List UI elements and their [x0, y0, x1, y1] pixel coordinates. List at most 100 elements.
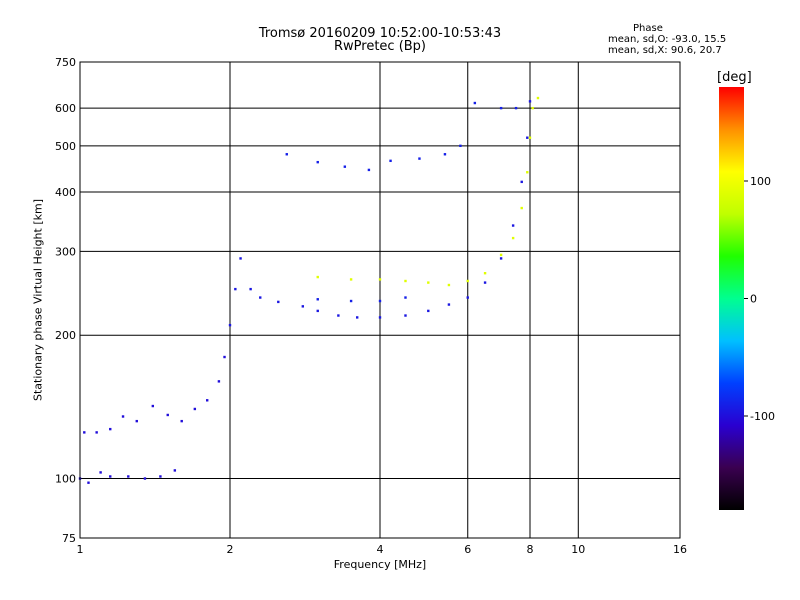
echo-point: [443, 153, 447, 156]
chart-subtitle: RwPretec (Bp): [333, 39, 427, 54]
echo-point: [404, 296, 407, 299]
echo-point: [520, 180, 523, 184]
echo-point: [159, 475, 162, 478]
echo-points: [78, 96, 540, 484]
echo-point: [514, 106, 518, 110]
echo-point: [378, 299, 382, 303]
echo-point: [193, 407, 197, 411]
echo-point: [499, 257, 503, 260]
x-tick-label: 6: [464, 543, 471, 556]
echo-point: [447, 283, 451, 287]
echo-point: [378, 278, 382, 281]
echo-point: [316, 309, 319, 313]
y-tick-label: 300: [55, 245, 76, 258]
echo-point: [239, 257, 242, 260]
echo-point: [249, 287, 252, 291]
echo-point: [520, 206, 523, 210]
x-tick-label: 8: [527, 543, 534, 556]
echo-point: [528, 136, 532, 139]
echo-point: [87, 481, 90, 484]
echo-point: [217, 380, 221, 383]
grid-lines: [80, 62, 680, 538]
echo-point: [531, 106, 534, 110]
echo-point: [427, 281, 430, 284]
echo-point: [367, 168, 371, 172]
stats-header: Phase: [633, 23, 663, 34]
echo-point: [473, 101, 477, 105]
echo-point: [316, 298, 319, 301]
echo-point: [180, 419, 183, 423]
echo-point: [511, 224, 515, 227]
echo-point: [349, 278, 353, 281]
echo-point: [511, 236, 515, 240]
stats-x-mode: mean, sd,X: 90.6, 20.7: [608, 45, 722, 56]
echo-point: [459, 144, 462, 148]
echo-point: [301, 305, 305, 308]
echo-point: [234, 287, 237, 291]
echo-point: [526, 136, 529, 139]
echo-point: [447, 303, 451, 306]
echo-point: [349, 299, 353, 303]
y-tick-label: 100: [55, 473, 76, 486]
echo-point: [121, 415, 125, 418]
chart-title: Tromsø 20160209 10:52:00-10:53:43: [258, 26, 502, 41]
echo-point: [109, 475, 112, 478]
y-tick-label: 400: [55, 186, 76, 199]
echo-point: [536, 96, 540, 100]
x-tick-label: 10: [571, 543, 585, 556]
echo-point: [228, 323, 232, 327]
colorbar-tick-label: -100: [750, 410, 775, 423]
y-tick-label: 75: [62, 532, 76, 545]
plot-frame: [79, 61, 681, 539]
echo-point: [127, 475, 130, 478]
echo-point: [418, 157, 421, 160]
echo-point: [526, 171, 529, 174]
stats-o-mode: mean, sd,O: -93.0, 15.5: [608, 34, 727, 45]
echo-point: [99, 471, 102, 474]
echo-point: [343, 165, 347, 168]
y-tick-label: 600: [55, 102, 76, 115]
echo-point: [499, 253, 503, 257]
colorbar-unit-label: [deg]: [717, 70, 752, 85]
colorbar-tick-label: 100: [750, 175, 771, 188]
echo-point: [83, 431, 86, 434]
echo-point: [173, 469, 177, 472]
echo-point: [355, 316, 359, 319]
echo-point: [483, 272, 487, 275]
echo-point: [151, 404, 155, 408]
x-tick-label: 16: [673, 543, 687, 556]
y-tick-label: 200: [55, 329, 76, 342]
colorbar-tick-label: 0: [750, 293, 757, 306]
echo-point: [95, 431, 98, 434]
echo-point: [205, 399, 209, 402]
echo-point: [389, 159, 392, 163]
tick-labels: 1 2 4 6 8 10 16 75 100 200 300 400 500 600 750: [55, 56, 687, 556]
echo-point: [135, 419, 138, 423]
echo-point: [378, 316, 382, 319]
echo-point: [483, 281, 487, 284]
echo-point: [404, 314, 407, 317]
echo-point: [109, 427, 112, 431]
x-tick-label: 4: [377, 543, 384, 556]
echo-point: [316, 275, 319, 279]
y-tick-label: 500: [55, 140, 76, 153]
x-tick-label: 2: [227, 543, 234, 556]
echo-point: [404, 279, 407, 283]
echo-point: [528, 100, 532, 103]
echo-point: [277, 300, 280, 304]
y-tick-label: 750: [55, 56, 76, 69]
echo-point: [166, 413, 169, 417]
echo-point: [223, 355, 226, 359]
echo-point: [499, 106, 503, 110]
echo-point: [466, 296, 469, 299]
colorbar-ticks: 100 0 -100: [744, 175, 775, 423]
colorbar: [719, 87, 744, 510]
x-axis-label: Frequency [MHz]: [333, 558, 427, 571]
echo-point: [337, 314, 340, 317]
echo-point: [143, 477, 147, 480]
x-tick-label: 1: [77, 543, 84, 556]
echo-point: [427, 309, 430, 313]
echo-point: [316, 160, 319, 164]
